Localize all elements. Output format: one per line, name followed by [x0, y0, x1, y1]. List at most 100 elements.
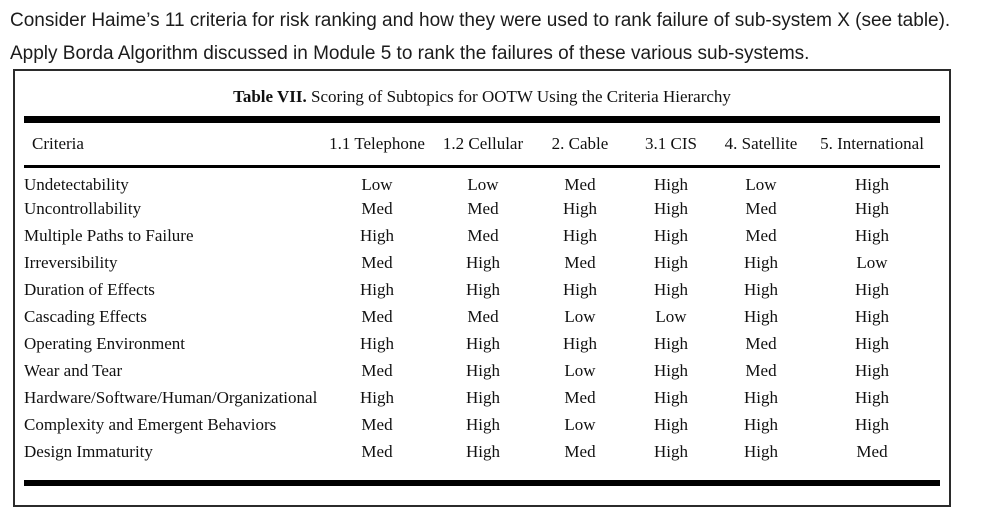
- criteria-cell: Uncontrollability: [24, 198, 142, 218]
- rating-cell: High: [744, 414, 778, 434]
- table-row: Design Immaturity Med High Med High High Med: [24, 438, 940, 465]
- rating-cell: High: [654, 175, 688, 194]
- rating-cell: High: [466, 387, 500, 407]
- rating-cell: High: [855, 175, 889, 194]
- rating-cell: High: [466, 360, 500, 380]
- rating-cell: Med: [745, 360, 777, 380]
- header-cell-cellular: 1.2 Cellular: [430, 123, 536, 168]
- rating-cell: High: [744, 441, 778, 461]
- rating-cell: Med: [361, 414, 393, 434]
- rating-cell: Med: [361, 306, 393, 326]
- bottom-thick-rule: [24, 480, 940, 486]
- rating-cell: High: [654, 441, 688, 461]
- question-text: Consider Haime’s 11 criteria for risk ra…: [10, 10, 951, 64]
- rating-cell: High: [855, 414, 889, 434]
- header-cell-international: 5. International: [804, 123, 940, 168]
- rating-cell: Low: [745, 175, 777, 194]
- rating-cell: High: [360, 225, 394, 245]
- rating-cell: Med: [467, 306, 499, 326]
- rating-cell: High: [654, 225, 688, 245]
- criteria-cell: Irreversibility: [24, 252, 118, 272]
- header-cell-telephone: 1.1 Telephone: [324, 123, 430, 168]
- rating-cell: Med: [361, 360, 393, 380]
- header-cell-satellite: 4. Satellite: [718, 123, 804, 168]
- rating-cell: Med: [856, 441, 888, 461]
- rating-cell: High: [654, 279, 688, 299]
- rating-cell: Low: [564, 414, 596, 434]
- table-row: Complexity and Emergent Behaviors Med High…: [24, 411, 940, 438]
- rating-cell: Med: [467, 225, 499, 245]
- table-row: Hardware/Software/Human/Organizational Hi…: [24, 384, 940, 411]
- rating-cell: High: [654, 387, 688, 407]
- rating-cell: High: [855, 306, 889, 326]
- rating-cell: Med: [745, 333, 777, 353]
- rating-cell: High: [654, 360, 688, 380]
- rating-cell: High: [563, 279, 597, 299]
- rating-cell: Med: [467, 198, 499, 218]
- rating-cell: Med: [361, 198, 393, 218]
- criteria-cell: Hardware/Software/Human/Organizational: [24, 387, 318, 407]
- rating-cell: Low: [856, 252, 888, 272]
- table-title-label: Table VII.: [233, 87, 307, 106]
- rating-cell: Low: [564, 360, 596, 380]
- rating-cell: High: [466, 333, 500, 353]
- rating-cell: High: [360, 387, 394, 407]
- rating-cell: High: [744, 252, 778, 272]
- header-cell-criteria: Criteria: [24, 123, 324, 168]
- criteria-cell: Design Immaturity: [24, 441, 153, 461]
- rating-cell: High: [466, 414, 500, 434]
- rating-cell: High: [855, 225, 889, 245]
- header-row: Criteria 1.1 Telephone 1.2 Cellular 2. C…: [24, 123, 940, 168]
- rating-cell: High: [466, 441, 500, 461]
- rating-cell: High: [360, 333, 394, 353]
- rating-cell: Med: [361, 441, 393, 461]
- rating-cell: Med: [564, 387, 596, 407]
- rating-cell: High: [654, 252, 688, 272]
- header-cell-cis: 3.1 CIS: [624, 123, 718, 168]
- rating-cell: High: [855, 387, 889, 407]
- rating-cell: High: [744, 387, 778, 407]
- rating-cell: High: [855, 198, 889, 218]
- rating-cell: High: [563, 198, 597, 218]
- table-title-text: Scoring of Subtopics for OOTW Using the …: [311, 87, 731, 106]
- table-body: Undetectability Low Low Med High Low High Uncon…: [24, 167, 940, 466]
- scoring-table-container: Table VII. Scoring of Subtopics for OOTW…: [13, 69, 951, 507]
- table-row: Uncontrollability Med Med High High Med High: [24, 195, 940, 222]
- criteria-cell: Wear and Tear: [24, 360, 123, 380]
- rating-cell: Med: [564, 441, 596, 461]
- criteria-cell: Undetectability: [24, 175, 129, 194]
- rating-cell: Med: [564, 175, 596, 194]
- rating-cell: High: [654, 414, 688, 434]
- rating-cell: Low: [467, 175, 499, 194]
- criteria-cell: Duration of Effects: [24, 279, 155, 299]
- criteria-cell: Cascading Effects: [24, 306, 147, 326]
- rating-cell: High: [563, 333, 597, 353]
- rating-cell: High: [654, 198, 688, 218]
- rating-cell: Med: [745, 225, 777, 245]
- rating-cell: High: [466, 279, 500, 299]
- table-row: Cascading Effects Med Med Low Low High High: [24, 303, 940, 330]
- header-cell-cable: 2. Cable: [536, 123, 624, 168]
- rating-cell: Med: [745, 198, 777, 218]
- rating-cell: High: [360, 279, 394, 299]
- rating-cell: High: [855, 360, 889, 380]
- rating-cell: High: [744, 279, 778, 299]
- table-title: Table VII. Scoring of Subtopics for OOTW…: [15, 71, 949, 107]
- rating-cell: Med: [361, 252, 393, 272]
- criteria-cell: Operating Environment: [24, 333, 185, 353]
- rating-cell: High: [563, 225, 597, 245]
- rating-cell: High: [744, 306, 778, 326]
- table-row: Irreversibility Med High Med High High Low: [24, 249, 940, 276]
- rating-cell: Low: [564, 306, 596, 326]
- rating-cell: Low: [361, 175, 393, 194]
- top-thick-rule: [24, 116, 940, 123]
- table-row: Duration of Effects High High High High High H…: [24, 276, 940, 303]
- criteria-cell: Complexity and Emergent Behaviors: [24, 414, 277, 434]
- rating-cell: High: [855, 333, 889, 353]
- rating-cell: Low: [655, 306, 687, 326]
- scoring-table: Criteria 1.1 Telephone 1.2 Cellular 2. C…: [24, 123, 940, 465]
- rating-cell: High: [654, 333, 688, 353]
- table-row: Operating Environment High High High High Med…: [24, 330, 940, 357]
- rating-cell: High: [466, 252, 500, 272]
